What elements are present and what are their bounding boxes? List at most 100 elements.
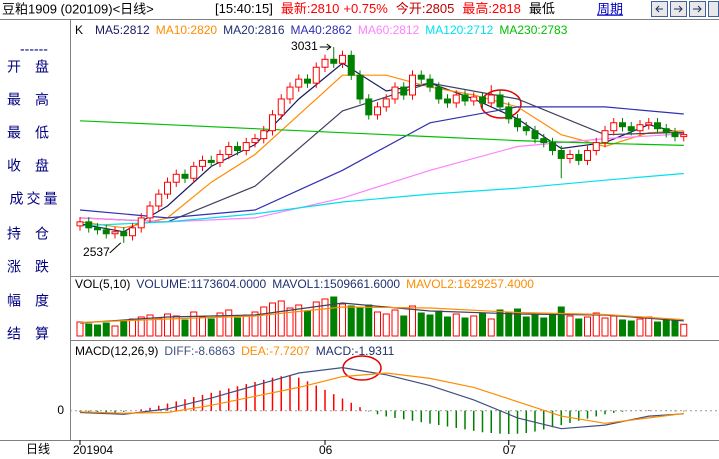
volume-bar xyxy=(409,305,416,337)
legend-item: MACD:-1.9311 xyxy=(316,344,395,358)
legend: VOL(5,10) VOLUME:1173604.0000 MAVOL1:15096… xyxy=(75,277,534,291)
volume-bar xyxy=(172,315,180,337)
side-label: 最高 xyxy=(7,92,63,108)
candle-body xyxy=(435,86,443,100)
candle-body xyxy=(627,126,635,132)
legend-item: MA230:2783 xyxy=(499,23,567,37)
volume-bar xyxy=(181,319,189,337)
volume-bar xyxy=(496,309,504,337)
volume-bar xyxy=(584,316,591,337)
volume-bar xyxy=(155,317,163,337)
volume-bar xyxy=(610,315,618,337)
volume-bar xyxy=(452,313,460,337)
side-separator: ------ xyxy=(20,41,48,57)
candle-body xyxy=(102,229,110,235)
volume-bar xyxy=(129,318,136,337)
volume-bar xyxy=(347,305,355,337)
candle-body xyxy=(409,74,416,96)
side-label: 最低 xyxy=(7,125,63,141)
candle-body xyxy=(636,124,644,132)
candle-body xyxy=(400,86,408,96)
candle-body xyxy=(514,118,521,128)
volume-bar xyxy=(120,320,128,337)
candle-body xyxy=(470,96,478,102)
candle-body xyxy=(452,94,460,104)
candle-body xyxy=(487,94,495,104)
volume-bar xyxy=(339,303,346,337)
candle-body xyxy=(312,66,320,84)
side-label: 涨跌 xyxy=(7,259,63,275)
volume-bar xyxy=(540,317,548,337)
candle-body xyxy=(645,122,653,126)
candle-body xyxy=(680,134,688,138)
candle-body xyxy=(242,142,250,152)
candle-body xyxy=(225,146,233,155)
legend-item: VOL(5,10) xyxy=(75,277,130,291)
candle-body xyxy=(251,138,259,144)
annotation-arrow xyxy=(109,242,122,254)
volume-bar xyxy=(479,312,486,337)
volume-bar xyxy=(260,306,268,337)
candle-body xyxy=(85,221,93,229)
header-quote: [15:40:15] 最新:2810 +0.75% 今开:2805 最高:2818 最低 xyxy=(215,1,555,16)
candle-body xyxy=(391,86,399,100)
volume-bar xyxy=(312,301,320,337)
candle-body xyxy=(172,173,180,183)
volume-bar xyxy=(470,315,478,337)
volume-bar xyxy=(575,318,583,337)
line xyxy=(79,306,684,324)
volume-bar xyxy=(216,312,224,337)
volume-bar xyxy=(619,319,626,337)
volume-bar xyxy=(190,311,198,337)
candle-body xyxy=(129,227,136,237)
volume-bar xyxy=(146,314,154,337)
volume-bar xyxy=(330,296,338,337)
volume-bar xyxy=(400,315,408,337)
annotation-arrow xyxy=(319,43,332,51)
legend-item: K xyxy=(75,23,83,37)
candle-body xyxy=(94,227,101,231)
volume-bar xyxy=(85,323,93,337)
line xyxy=(79,133,684,223)
volume-bar xyxy=(671,320,679,337)
candle-body xyxy=(304,78,311,84)
candle-body xyxy=(444,98,451,104)
icon-button[interactable] xyxy=(708,1,719,17)
candle-body xyxy=(566,153,574,159)
x-tick-label: 201904 xyxy=(73,443,113,457)
candle-body xyxy=(662,128,670,134)
volume-bar xyxy=(461,317,469,337)
volume-bar xyxy=(531,314,539,337)
legend-item: MAVOL1:1509661.6000 xyxy=(272,277,400,291)
candle-body xyxy=(601,130,609,144)
volume-bar xyxy=(654,321,661,337)
header-title: 豆粕1909 (020109)<日线> xyxy=(2,1,154,16)
line xyxy=(79,172,684,227)
candle-body xyxy=(155,193,163,207)
volume-bar xyxy=(645,316,653,337)
legend-item: VOLUME:1173604.0000 xyxy=(136,277,266,291)
side-label: 开盘 xyxy=(7,59,63,75)
candle-body xyxy=(216,153,224,163)
volume-bar xyxy=(662,319,670,337)
side-label: 幅度 xyxy=(7,293,63,309)
high-annotation: 3031 xyxy=(291,39,318,53)
side-label: 成交量 xyxy=(10,191,61,207)
side-label: 收盘 xyxy=(7,158,63,174)
volume-bar xyxy=(636,318,644,337)
volume-bar xyxy=(557,306,565,337)
candle-body xyxy=(269,114,276,132)
candle-body xyxy=(111,231,119,235)
icon-glyph xyxy=(674,5,683,13)
volume-bar xyxy=(417,312,425,337)
toolbar-icons xyxy=(651,1,719,17)
candle-body xyxy=(137,217,145,229)
period-button[interactable]: 周期 xyxy=(597,1,623,16)
volume-bar xyxy=(680,323,688,337)
volume-bar xyxy=(365,304,373,337)
line xyxy=(79,120,684,146)
volume-bar xyxy=(304,310,311,337)
x-tick-label: 06 xyxy=(319,443,333,457)
